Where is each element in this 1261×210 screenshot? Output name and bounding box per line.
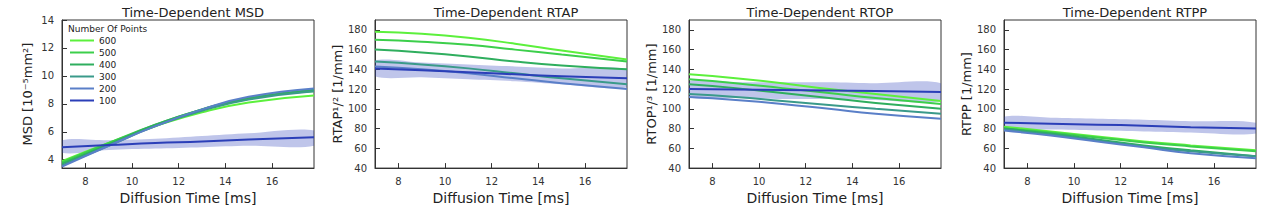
svg-text:10: 10 <box>126 176 139 187</box>
svg-text:Diffusion Time [ms]: Diffusion Time [ms] <box>1062 190 1199 206</box>
svg-text:400: 400 <box>99 60 116 70</box>
svg-text:8: 8 <box>709 176 715 187</box>
svg-text:100: 100 <box>348 103 367 114</box>
svg-text:Time-Dependent MSD: Time-Dependent MSD <box>121 5 264 20</box>
svg-text:14: 14 <box>532 176 545 187</box>
svg-text:14: 14 <box>846 176 859 187</box>
svg-text:80: 80 <box>354 123 367 134</box>
svg-text:40: 40 <box>354 163 367 174</box>
svg-text:160: 160 <box>977 44 996 55</box>
svg-text:160: 160 <box>348 44 367 55</box>
svg-text:8: 8 <box>395 176 401 187</box>
svg-text:4: 4 <box>48 154 54 165</box>
svg-text:12: 12 <box>799 176 812 187</box>
svg-text:16: 16 <box>579 176 592 187</box>
svg-text:120: 120 <box>977 84 996 95</box>
svg-text:12: 12 <box>485 176 498 187</box>
svg-text:Time-Dependent RTAP: Time-Dependent RTAP <box>433 5 579 20</box>
svg-text:40: 40 <box>668 163 681 174</box>
svg-text:60: 60 <box>983 143 996 154</box>
svg-text:100: 100 <box>662 103 681 114</box>
svg-text:12: 12 <box>172 176 185 187</box>
svg-text:180: 180 <box>348 24 367 35</box>
svg-text:10: 10 <box>1068 176 1081 187</box>
svg-text:10: 10 <box>41 70 54 81</box>
svg-text:8: 8 <box>48 98 54 109</box>
svg-text:600: 600 <box>99 36 116 46</box>
svg-text:120: 120 <box>662 84 681 95</box>
svg-text:RTOP¹/³ [1/mm]: RTOP¹/³ [1/mm] <box>644 43 659 144</box>
svg-text:16: 16 <box>893 176 906 187</box>
svg-text:180: 180 <box>977 24 996 35</box>
svg-text:60: 60 <box>354 143 367 154</box>
svg-text:12: 12 <box>41 42 54 53</box>
svg-text:100: 100 <box>977 103 996 114</box>
svg-text:80: 80 <box>668 123 681 134</box>
svg-text:200: 200 <box>99 84 116 94</box>
svg-text:Time-Dependent RTPP: Time-Dependent RTPP <box>1062 5 1208 20</box>
svg-text:6: 6 <box>48 126 54 137</box>
svg-text:Diffusion Time [ms]: Diffusion Time [ms] <box>433 190 570 206</box>
svg-text:MSD [10⁻⁵mm²]: MSD [10⁻⁵mm²] <box>20 43 35 146</box>
svg-text:RTAP¹/² [1/mm]: RTAP¹/² [1/mm] <box>330 45 345 144</box>
svg-text:Time-Dependent RTOP: Time-Dependent RTOP <box>746 5 894 20</box>
svg-text:60: 60 <box>668 143 681 154</box>
svg-text:100: 100 <box>99 96 116 106</box>
svg-text:10: 10 <box>753 176 766 187</box>
svg-text:500: 500 <box>99 48 116 58</box>
svg-text:140: 140 <box>348 64 367 75</box>
svg-text:8: 8 <box>82 176 88 187</box>
svg-text:16: 16 <box>266 176 279 187</box>
svg-text:120: 120 <box>348 84 367 95</box>
svg-text:RTPP [1/mm]: RTPP [1/mm] <box>959 52 974 136</box>
svg-text:180: 180 <box>662 24 681 35</box>
svg-text:14: 14 <box>41 15 54 26</box>
svg-text:80: 80 <box>983 123 996 134</box>
svg-text:8: 8 <box>1024 176 1030 187</box>
svg-text:300: 300 <box>99 72 116 82</box>
svg-text:140: 140 <box>977 64 996 75</box>
svg-text:Diffusion Time [ms]: Diffusion Time [ms] <box>747 190 884 206</box>
svg-text:14: 14 <box>219 176 232 187</box>
svg-text:140: 140 <box>662 64 681 75</box>
svg-text:160: 160 <box>662 44 681 55</box>
svg-text:Diffusion Time [ms]: Diffusion Time [ms] <box>120 190 257 206</box>
svg-text:14: 14 <box>1161 176 1174 187</box>
svg-text:16: 16 <box>1208 176 1221 187</box>
svg-text:10: 10 <box>439 176 452 187</box>
svg-text:Number Of Points: Number Of Points <box>68 24 147 34</box>
svg-text:12: 12 <box>1114 176 1127 187</box>
svg-text:40: 40 <box>983 163 996 174</box>
